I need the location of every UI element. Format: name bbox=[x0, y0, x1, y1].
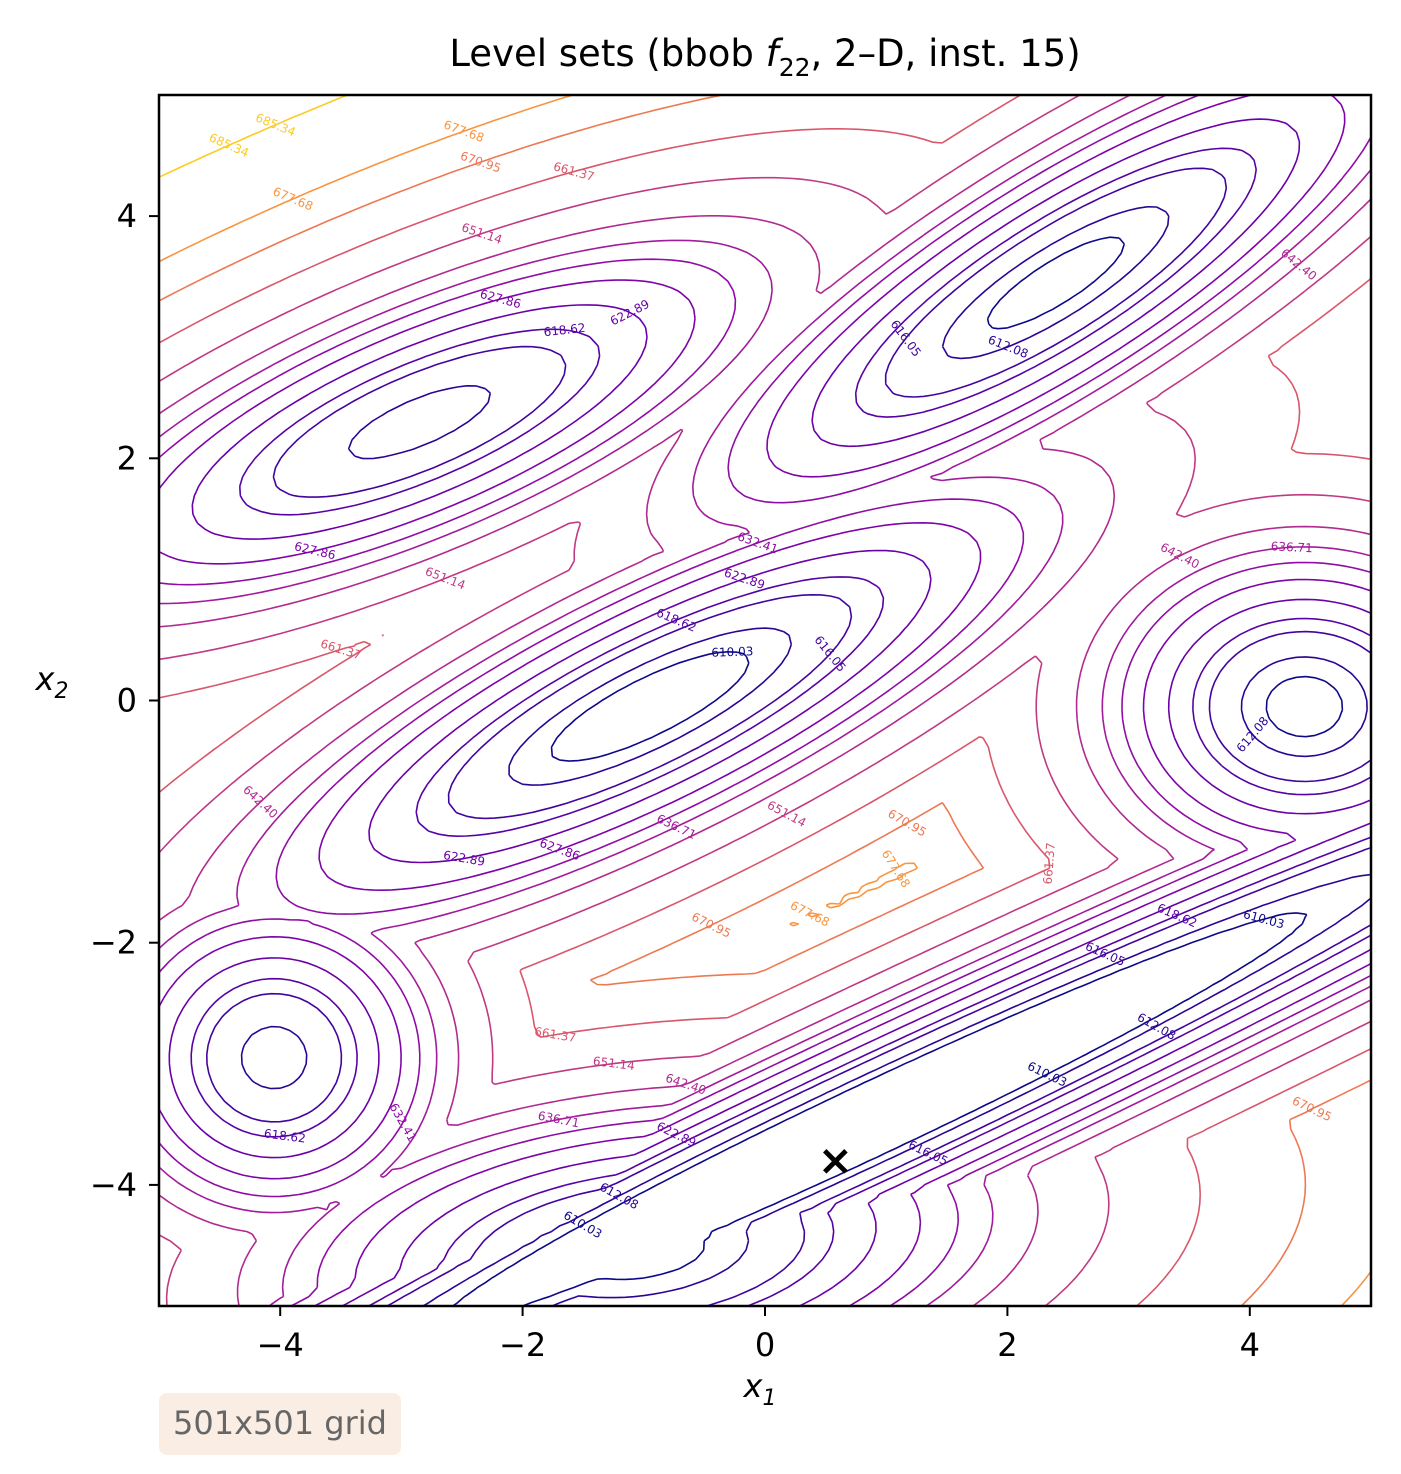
contour-label: 636.71 bbox=[1270, 539, 1313, 555]
contour-label: 651.14 bbox=[592, 1054, 635, 1073]
contour-label: 685.34 bbox=[253, 110, 297, 139]
contour-label: 610.03 bbox=[1025, 1059, 1069, 1090]
contour-label: 636.71 bbox=[654, 811, 698, 842]
contour-label: 610.03 bbox=[711, 644, 753, 660]
contour-line bbox=[159, 95, 1371, 1306]
x-tick-label: 0 bbox=[755, 1326, 775, 1364]
contour-label: 618.62 bbox=[543, 321, 586, 339]
optimum-marker: × bbox=[818, 1136, 853, 1185]
contour-label: 618.62 bbox=[1155, 901, 1199, 931]
contour-label: 622.89 bbox=[608, 297, 652, 328]
contour-label: 627.86 bbox=[478, 287, 522, 311]
y-axis-ticks: −4 −2 0 2 4 bbox=[90, 197, 159, 1204]
contour-label: 622.89 bbox=[442, 848, 486, 869]
contour-label: 610.03 bbox=[1242, 907, 1286, 931]
contour-label: 610.03 bbox=[561, 1208, 604, 1241]
contour-label: 622.89 bbox=[722, 565, 766, 592]
contour-label: 636.71 bbox=[537, 1109, 581, 1131]
contour-line bbox=[159, 95, 348, 178]
contour-label: 670.95 bbox=[885, 806, 928, 839]
plot-frame bbox=[157, 93, 1373, 1308]
contour-line bbox=[159, 95, 1371, 1306]
contour-label: 612.08 bbox=[1135, 1010, 1178, 1043]
contour-label: 642.40 bbox=[1158, 540, 1202, 572]
contour-label: 616.05 bbox=[906, 1138, 950, 1169]
y-tick-label: 0 bbox=[117, 682, 137, 720]
x-tick-label: 2 bbox=[997, 1326, 1017, 1364]
x-tick-label: −2 bbox=[499, 1326, 546, 1364]
contour-label: 616.05 bbox=[812, 633, 849, 675]
contour-label: 627.86 bbox=[538, 836, 582, 863]
contour-label: 661.37 bbox=[1040, 842, 1057, 885]
contour-lines bbox=[159, 95, 1371, 1306]
contour-label: 618.62 bbox=[263, 1126, 306, 1145]
contour-label: 677.68 bbox=[271, 184, 315, 213]
y-tick-label: −2 bbox=[90, 924, 137, 962]
contour-line bbox=[206, 167, 1371, 1306]
contour-label: 661.37 bbox=[533, 1024, 577, 1045]
y-tick-label: 2 bbox=[117, 439, 137, 477]
contour-line bbox=[159, 95, 1371, 1306]
x-axis-label: x1 bbox=[743, 1367, 777, 1411]
contour-line bbox=[159, 95, 1371, 1306]
y-tick-label: 4 bbox=[117, 197, 137, 235]
contour-label: 632.41 bbox=[736, 529, 780, 556]
contour-label: 651.14 bbox=[765, 798, 809, 830]
contour-label: 670.95 bbox=[689, 910, 733, 941]
grid-size-badge: 501x501 grid bbox=[159, 1393, 401, 1455]
contour-label: 651.14 bbox=[423, 564, 467, 592]
contour-line bbox=[240, 206, 1371, 1306]
contour-label: 642.40 bbox=[664, 1071, 708, 1098]
contour-label: 677.68 bbox=[442, 117, 486, 145]
contour-label: 612.08 bbox=[986, 333, 1030, 362]
contour-line bbox=[159, 95, 1371, 1306]
contour-label: 670.95 bbox=[459, 149, 503, 176]
contour-label: 661.37 bbox=[319, 637, 363, 663]
contour-line bbox=[159, 95, 1371, 1306]
contour-label: 627.86 bbox=[293, 539, 337, 562]
contour-label: 651.14 bbox=[460, 220, 504, 247]
contour-label: 685.34 bbox=[207, 130, 251, 160]
contour-label: 612.08 bbox=[597, 1180, 641, 1212]
x-tick-label: −4 bbox=[257, 1326, 304, 1364]
minimum-marker: × bbox=[818, 1136, 853, 1185]
x-tick-label: 4 bbox=[1240, 1326, 1260, 1364]
contour-line bbox=[452, 236, 1344, 1306]
contour-label: 616.05 bbox=[1083, 939, 1127, 969]
y-axis-label: x2 bbox=[35, 660, 69, 704]
y-tick-label: −4 bbox=[90, 1166, 137, 1204]
chart-title: Level sets (bbob f22, 2–D, inst. 15) bbox=[449, 32, 1080, 82]
contour-label: 632.41 bbox=[387, 1101, 420, 1144]
x-axis-ticks: −4 −2 0 2 4 bbox=[257, 1306, 1260, 1364]
contour-label: 612.08 bbox=[1234, 714, 1272, 755]
contour-line bbox=[159, 95, 1371, 1306]
contour-label: 661.37 bbox=[552, 159, 596, 184]
contour-line bbox=[159, 95, 1371, 1306]
contour-label: 670.95 bbox=[1290, 1094, 1334, 1125]
